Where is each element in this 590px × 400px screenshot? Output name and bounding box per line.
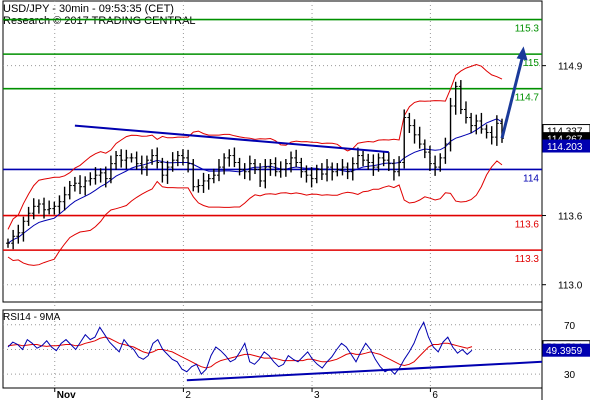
rsi-value-label: 49.3959: [546, 346, 583, 357]
level-label-pivot: 114: [523, 173, 539, 184]
level-label-support: 113.3: [515, 254, 540, 265]
x-tick-label: 3: [314, 390, 320, 400]
bollinger-lower: [7, 160, 503, 266]
price-axis-label: 114.337: [547, 127, 583, 138]
bollinger-upper: [7, 63, 503, 230]
main-y-tick-label: 113.6: [558, 212, 583, 223]
projection-arrow-shaft: [500, 55, 525, 139]
price-axis-label: 114.203: [547, 142, 583, 153]
level-label-resistance: 115.3: [515, 24, 540, 35]
rsi-y-tick-label: 70: [564, 321, 576, 332]
rsi-value-label-box: [542, 343, 590, 357]
rsi-trendline: [186, 360, 543, 382]
rsi-ma-line: [7, 336, 473, 369]
rsi-y-tick-label: 30: [564, 370, 576, 381]
x-tick-label: Nov: [57, 390, 76, 400]
level-label-resistance: 115: [523, 58, 539, 69]
main-panel-frame: [2, 0, 543, 303]
main-y-tick-label: 113.0: [558, 281, 583, 292]
price-trendline: [74, 124, 389, 154]
x-tick-label: 6: [432, 390, 438, 400]
chart-copyright: Research © 2017 TRADING CENTRAL: [3, 15, 196, 27]
x-tick-label: 2: [185, 390, 191, 400]
level-label-support: 113.6: [515, 220, 540, 231]
projection-arrow-head: [516, 46, 528, 61]
rsi-line: [7, 321, 473, 375]
price-axis-label-box: [542, 139, 590, 153]
moving-average: [7, 118, 503, 244]
indicator-title: RSI14 - 9MA: [3, 312, 61, 323]
chart-symbol-title: USD/JPY - 30min - 09:53:35 (CET): [3, 3, 174, 15]
main-y-tick-label: 114.9: [558, 62, 583, 73]
level-label-resistance: 114.7: [515, 93, 540, 104]
